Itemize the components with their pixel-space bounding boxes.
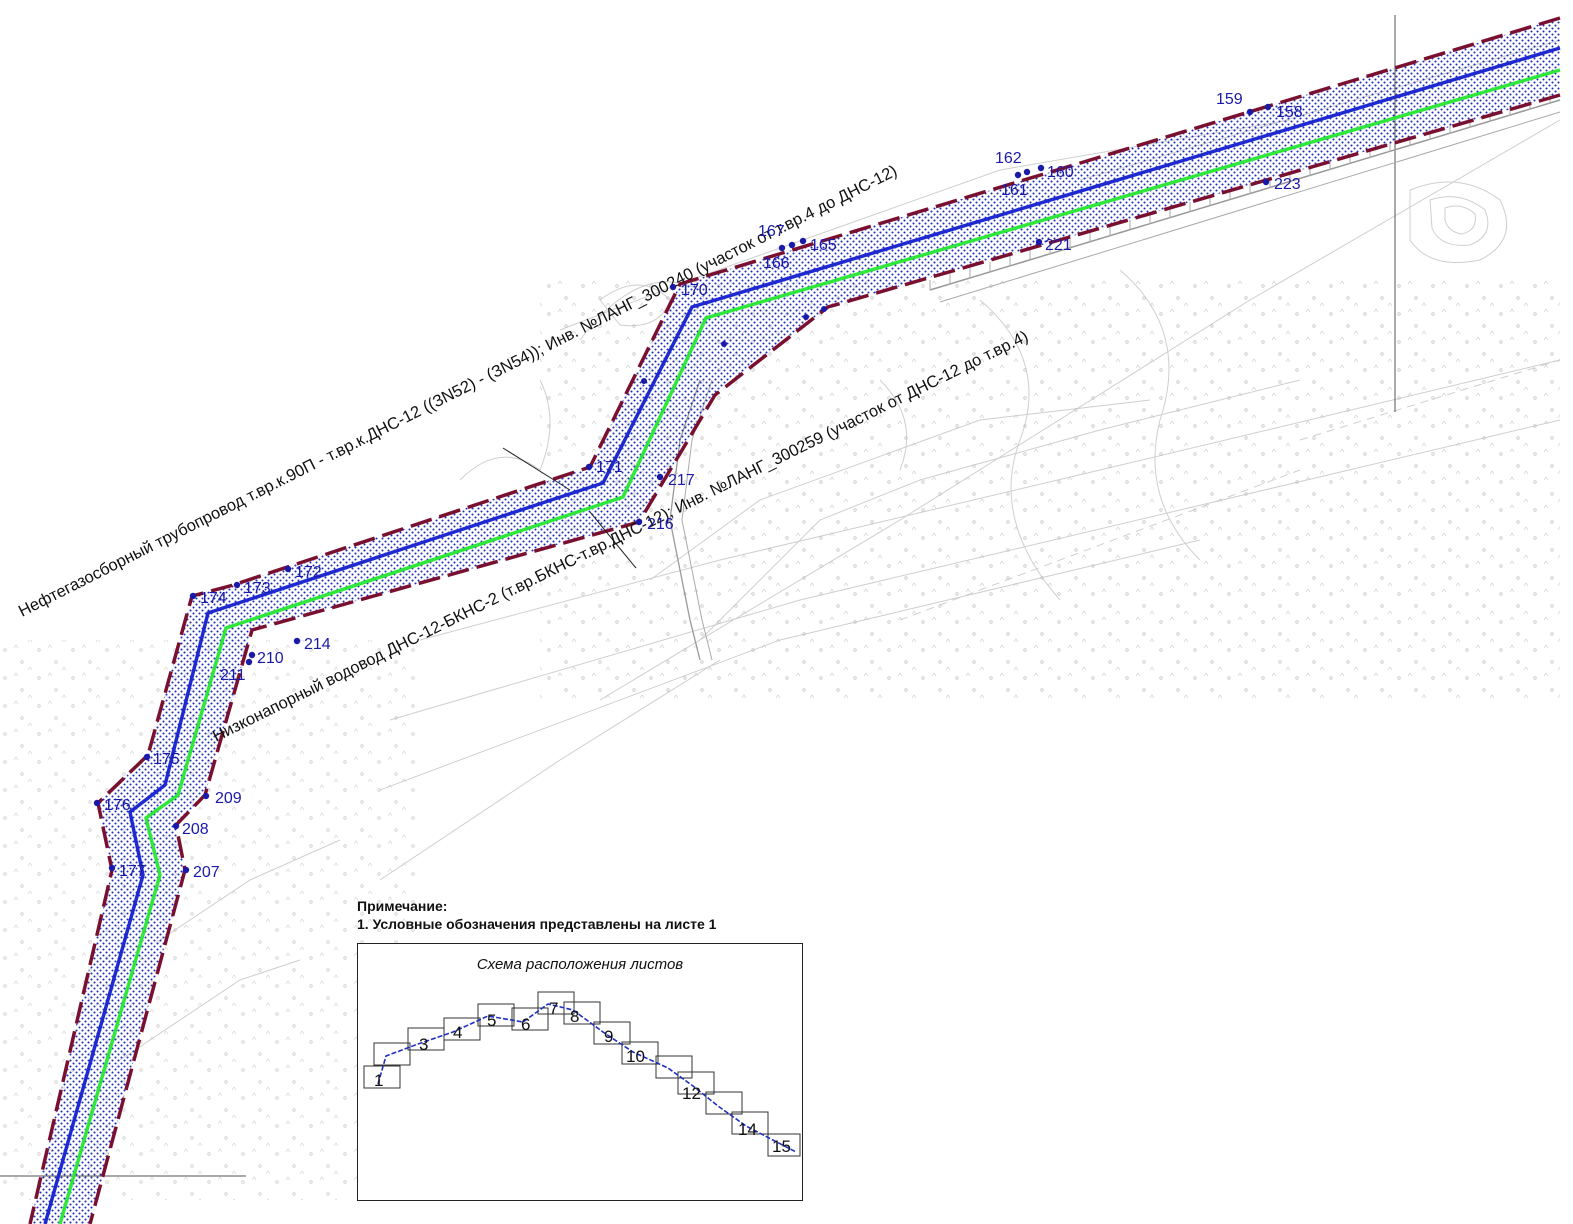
point-177[interactable]: 177 xyxy=(108,863,146,880)
svg-text:160: 160 xyxy=(1047,164,1074,181)
svg-text:217: 217 xyxy=(668,472,695,489)
point-208[interactable]: 208 xyxy=(172,821,209,838)
point-162[interactable]: 162 xyxy=(995,150,1022,179)
sheet-label[interactable]: 3 xyxy=(419,1035,428,1054)
point-171[interactable]: 171 xyxy=(585,459,623,476)
sheet-label[interactable]: 7 xyxy=(549,999,558,1018)
sheet-label[interactable]: 6 xyxy=(521,1015,530,1034)
point-207[interactable]: 207 xyxy=(182,864,220,881)
point-167[interactable]: 167 xyxy=(758,223,796,249)
point-165[interactable]: 165 xyxy=(799,237,837,254)
svg-text:174: 174 xyxy=(200,590,227,607)
sheet-label[interactable]: 1 xyxy=(374,1071,383,1090)
point-170[interactable]: 170 xyxy=(669,282,708,299)
point-223[interactable]: 223 xyxy=(1262,176,1301,193)
sheet-label[interactable]: 12 xyxy=(682,1084,701,1103)
svg-text:173: 173 xyxy=(244,580,271,597)
inset-title: Схема расположения листов xyxy=(476,956,684,973)
svg-text:170: 170 xyxy=(681,282,708,299)
svg-text:158: 158 xyxy=(1276,104,1303,121)
svg-text:161: 161 xyxy=(1001,182,1028,199)
svg-text:211: 211 xyxy=(220,667,246,684)
vertex-marker xyxy=(641,378,647,384)
svg-text:171: 171 xyxy=(596,459,623,476)
sheet-frames xyxy=(363,991,801,1157)
inset-route-line xyxy=(377,1003,797,1153)
svg-text:162: 162 xyxy=(995,150,1022,167)
point-175[interactable]: 175 xyxy=(143,751,180,768)
point-158[interactable]: 158 xyxy=(1264,103,1303,121)
note-heading: Примечание: xyxy=(357,898,448,914)
point-160[interactable]: 160 xyxy=(1037,164,1074,181)
sheet-label[interactable]: 4 xyxy=(453,1023,462,1042)
point-159[interactable]: 159 xyxy=(1216,91,1254,116)
point-211[interactable]: 211 xyxy=(220,658,253,684)
point-166[interactable]: 166 xyxy=(763,244,790,272)
svg-text:165: 165 xyxy=(810,237,837,254)
svg-text:208: 208 xyxy=(182,821,209,838)
svg-text:209: 209 xyxy=(215,790,242,807)
svg-text:172: 172 xyxy=(295,564,322,581)
point-217[interactable]: 217 xyxy=(656,472,695,489)
point-209[interactable]: 209 xyxy=(202,790,242,807)
point-210[interactable]: 210 xyxy=(248,650,284,667)
road-embankment xyxy=(669,94,1561,661)
svg-text:176: 176 xyxy=(104,797,131,814)
svg-text:175: 175 xyxy=(153,751,180,768)
sheet-layout-scheme: 1 3 4 5 6 7 8 9 10 12 14 15 xyxy=(363,991,801,1157)
vertex-marker xyxy=(803,314,809,320)
leader-line-oil xyxy=(502,447,571,491)
point-172[interactable]: 172 xyxy=(284,564,322,581)
leader-line-water xyxy=(589,511,637,569)
svg-text:216: 216 xyxy=(647,516,674,533)
sheet-label[interactable]: 9 xyxy=(604,1027,613,1046)
point-221[interactable]: 221 xyxy=(1035,237,1072,254)
svg-text:214: 214 xyxy=(304,636,331,653)
svg-text:221: 221 xyxy=(1045,237,1072,254)
point-214[interactable]: 214 xyxy=(293,636,331,653)
svg-text:167: 167 xyxy=(758,223,785,240)
point-176[interactable]: 176 xyxy=(93,797,131,814)
vertex-marker xyxy=(821,306,827,312)
survey-points: 158 159 160 161 162 165 166 167 170 171 … xyxy=(93,91,1303,881)
svg-text:177: 177 xyxy=(119,863,146,880)
water-pipeline-line xyxy=(58,68,1561,1224)
svg-text:207: 207 xyxy=(193,864,220,881)
sheet-layout-inset: Схема расположения листов 1 3 4 5 6 7 8 … xyxy=(357,943,803,1201)
sheet-label[interactable]: 10 xyxy=(626,1047,645,1066)
svg-text:166: 166 xyxy=(763,255,790,272)
svg-text:223: 223 xyxy=(1274,176,1301,193)
svg-text:210: 210 xyxy=(257,650,284,667)
svg-text:159: 159 xyxy=(1216,91,1243,108)
zone-boundary-inner xyxy=(88,93,1561,1224)
note-line-1: 1. Условные обозначения представлены на … xyxy=(357,916,717,932)
sheet-label[interactable]: 14 xyxy=(738,1120,757,1139)
point-161[interactable]: 161 xyxy=(1001,168,1031,199)
sheet-label[interactable]: 5 xyxy=(487,1011,496,1030)
oil-gas-pipeline-line xyxy=(43,46,1561,1224)
point-216[interactable]: 216 xyxy=(635,516,674,533)
point-174[interactable]: 174 xyxy=(189,590,227,607)
sheet-label[interactable]: 8 xyxy=(570,1007,579,1026)
sheet-label[interactable]: 15 xyxy=(772,1137,791,1156)
point-173[interactable]: 173 xyxy=(233,580,271,597)
vertex-marker xyxy=(721,341,727,347)
